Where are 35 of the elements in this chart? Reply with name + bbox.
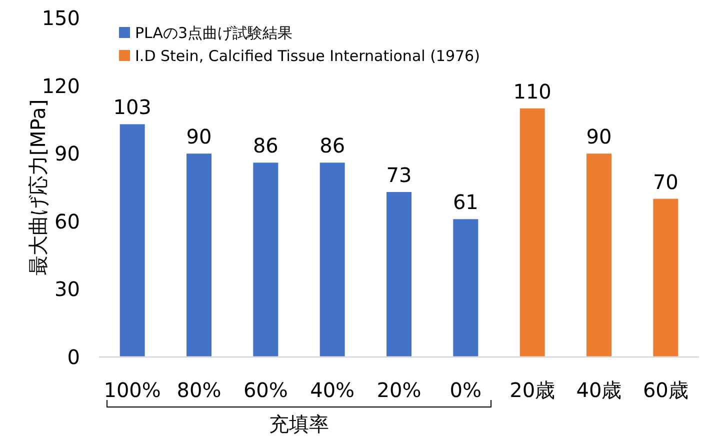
x-tick-label: 40%	[310, 378, 355, 402]
x-tick-label: 20%	[376, 378, 422, 402]
x-tick-label: 80%	[176, 378, 222, 402]
x-axis-title: 充填率	[269, 412, 329, 436]
y-tick-label: 90	[54, 142, 80, 166]
bar	[186, 154, 212, 357]
data-label: 70	[652, 170, 678, 194]
bar	[586, 154, 612, 357]
x-tick-label: 60歳	[642, 378, 688, 402]
x-tick-label: 60%	[243, 378, 288, 402]
x-tick-label: 40歳	[576, 378, 622, 402]
x-tick-label: 0%	[450, 378, 482, 402]
data-label: 90	[586, 124, 612, 149]
bar	[253, 162, 278, 357]
y-tick-label: 30	[54, 277, 80, 302]
y-axis-title: 最大曲げ応力[MPa]	[26, 99, 50, 276]
y-tick-label: 0	[67, 345, 80, 369]
data-label: 90	[186, 124, 212, 149]
y-tick-label: 60	[54, 209, 80, 234]
data-label: 61	[452, 190, 478, 214]
y-tick-label: 120	[42, 74, 80, 98]
bar	[320, 162, 345, 357]
data-label: 110	[513, 79, 552, 104]
bar	[120, 124, 145, 357]
data-label: 86	[252, 134, 278, 158]
bar	[653, 198, 678, 357]
bar	[386, 192, 412, 357]
y-tick-label: 150	[42, 6, 80, 30]
x-tick-label: 100%	[104, 378, 161, 402]
bar	[453, 219, 478, 357]
x-tick-label: 20歳	[510, 378, 556, 402]
data-label: 103	[113, 95, 152, 120]
data-label: 73	[386, 163, 412, 188]
data-label: 86	[320, 134, 346, 158]
bar	[520, 108, 545, 357]
